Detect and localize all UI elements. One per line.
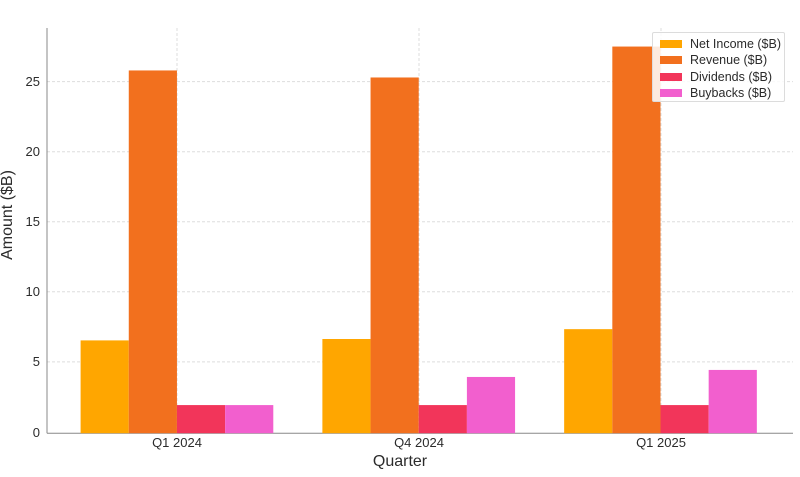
svg-text:15: 15 bbox=[26, 214, 40, 229]
svg-text:5: 5 bbox=[33, 354, 40, 369]
svg-text:0: 0 bbox=[33, 425, 40, 440]
svg-text:Q1 2025: Q1 2025 bbox=[636, 435, 686, 450]
svg-text:Quarter: Quarter bbox=[373, 453, 428, 470]
svg-text:Amount ($B): Amount ($B) bbox=[0, 170, 16, 260]
svg-text:10: 10 bbox=[26, 284, 40, 299]
svg-text:25: 25 bbox=[26, 74, 40, 89]
svg-text:Q4 2024: Q4 2024 bbox=[394, 435, 444, 450]
svg-text:Q1 2024: Q1 2024 bbox=[152, 435, 202, 450]
svg-text:20: 20 bbox=[26, 144, 40, 159]
